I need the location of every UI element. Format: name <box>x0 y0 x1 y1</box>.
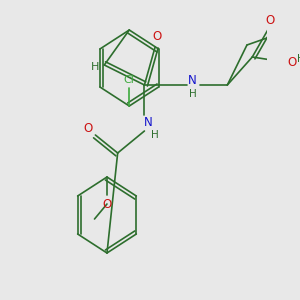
Text: H: H <box>297 54 300 64</box>
Text: H: H <box>189 89 196 99</box>
Text: N: N <box>188 74 197 88</box>
Text: O: O <box>287 56 296 68</box>
Text: H: H <box>151 130 159 140</box>
Text: O: O <box>102 197 112 211</box>
Text: H: H <box>91 62 100 72</box>
Text: Cl: Cl <box>124 75 135 85</box>
Text: N: N <box>144 116 152 130</box>
Text: O: O <box>84 122 93 136</box>
Text: O: O <box>266 14 275 26</box>
Text: O: O <box>152 31 161 44</box>
